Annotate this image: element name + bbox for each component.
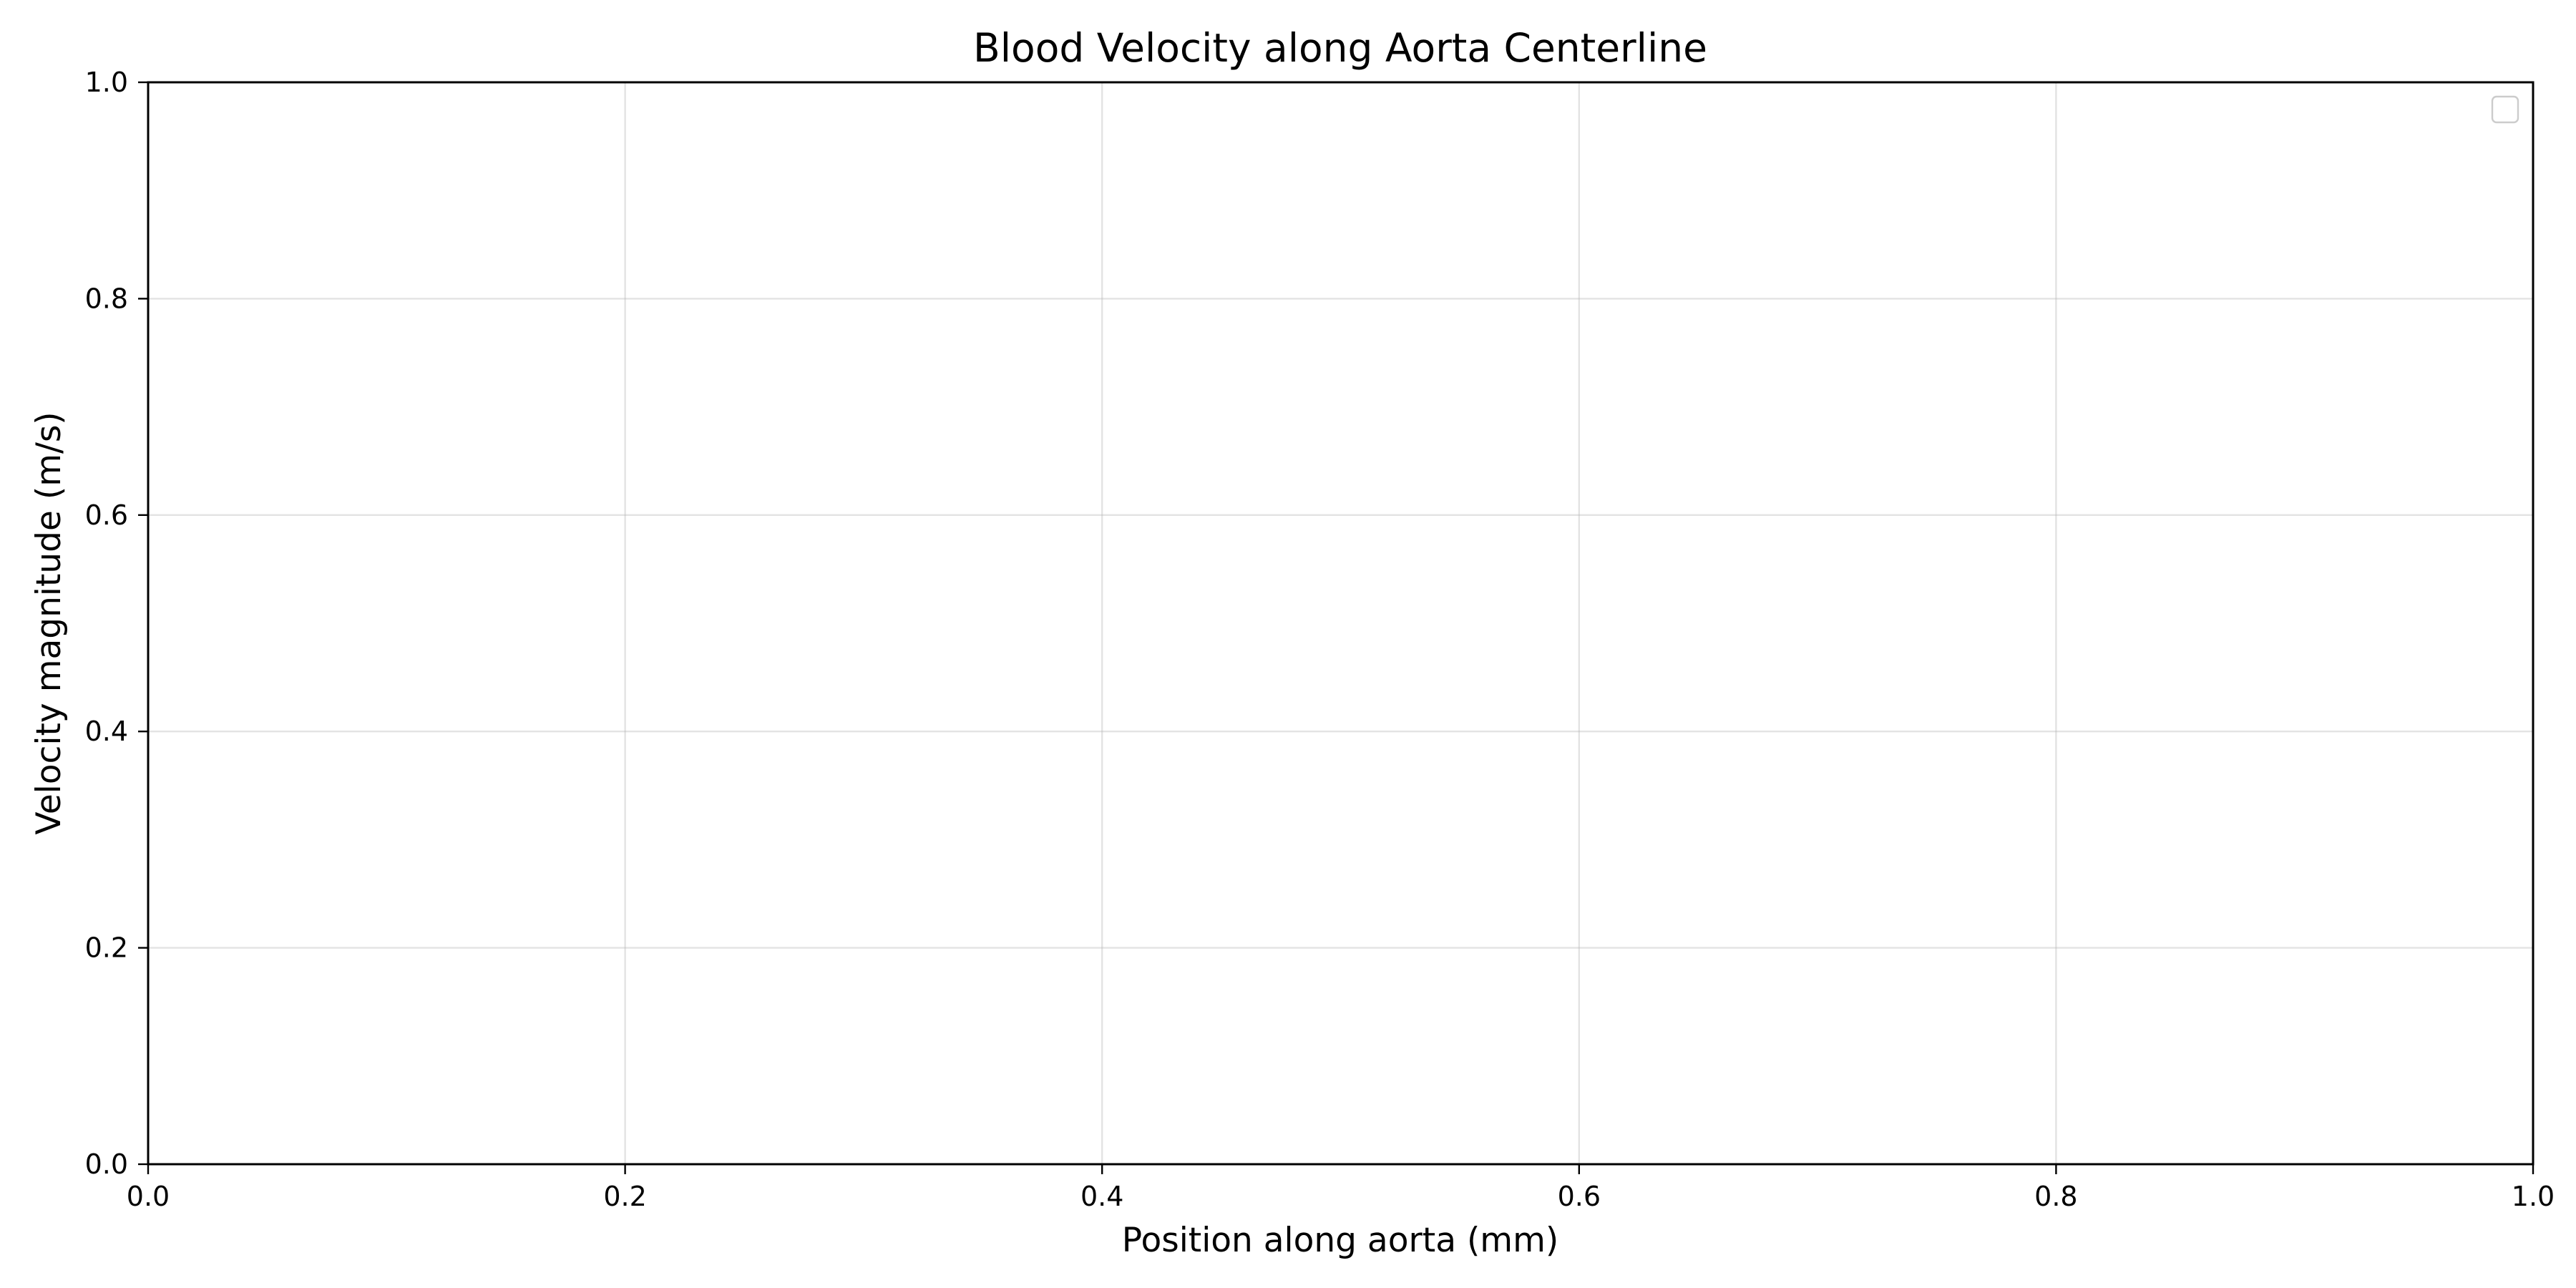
x-tick-label: 0.8 xyxy=(2034,1181,2077,1212)
x-tick-label: 0.2 xyxy=(603,1181,646,1212)
x-tick-label: 0.0 xyxy=(127,1181,170,1212)
x-axis-label: Position along aorta (mm) xyxy=(1122,1221,1558,1260)
x-axis: 0.0 0.2 0.4 0.6 0.8 1.0 xyxy=(127,1164,2555,1212)
y-tick-label: 1.0 xyxy=(85,67,128,98)
y-tick-label: 0.6 xyxy=(85,499,128,531)
y-tick-label: 0.4 xyxy=(85,716,128,747)
x-tick-label: 0.4 xyxy=(1080,1181,1123,1212)
x-tick-label: 0.6 xyxy=(1558,1181,1601,1212)
legend-box xyxy=(2491,95,2519,124)
chart-title: Blood Velocity along Aorta Centerline xyxy=(973,25,1707,71)
y-tick-label: 0.0 xyxy=(85,1148,128,1180)
y-tick-label: 0.2 xyxy=(85,932,128,964)
x-tick-label: 1.0 xyxy=(2512,1181,2555,1212)
plot-frame xyxy=(147,81,2534,1166)
y-axis: 0.0 0.2 0.4 0.6 0.8 1.0 xyxy=(85,67,148,1180)
y-tick-label: 0.8 xyxy=(85,283,128,314)
y-axis-label: Velocity magnitude (m/s) xyxy=(29,411,69,834)
plot-area-background xyxy=(148,82,2533,1164)
